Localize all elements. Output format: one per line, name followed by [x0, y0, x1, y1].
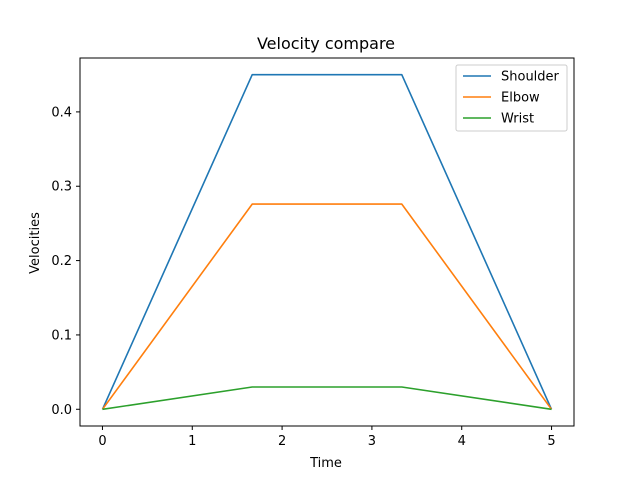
x-axis-label: Time — [309, 456, 342, 471]
series-line-elbow — [101, 203, 553, 410]
legend-label-shoulder: Shoulder — [501, 70, 560, 85]
y-tick-label: 0.2 — [51, 254, 72, 269]
plot-area — [101, 73, 553, 411]
x-tick-label: 2 — [278, 434, 286, 449]
series-line-shoulder — [101, 73, 553, 410]
x-tick-label: 3 — [368, 434, 376, 449]
legend: Shoulder Elbow Wrist — [455, 64, 568, 132]
chart-title: Velocity compare — [257, 34, 395, 53]
y-tick-label: 0.1 — [51, 328, 72, 343]
y-axis-label: Velocities — [28, 212, 43, 274]
x-tick-label: 1 — [188, 434, 196, 449]
x-tick-label: 4 — [458, 434, 466, 449]
legend-box — [455, 64, 568, 132]
legend-label-elbow: Elbow — [501, 91, 540, 106]
axes-frame — [79, 57, 575, 427]
x-axis-ticks: 0 1 2 3 4 5 — [98, 426, 556, 449]
series-line-wrist — [102, 386, 552, 411]
x-tick-label: 5 — [547, 434, 555, 449]
y-tick-label: 0.0 — [51, 403, 72, 418]
y-tick-label: 0.3 — [51, 180, 72, 195]
legend-label-wrist: Wrist — [501, 112, 534, 127]
x-tick-label: 0 — [98, 434, 106, 449]
y-tick-label: 0.4 — [51, 105, 72, 120]
y-axis-ticks: 0.0 0.1 0.2 0.3 0.4 — [51, 105, 80, 418]
